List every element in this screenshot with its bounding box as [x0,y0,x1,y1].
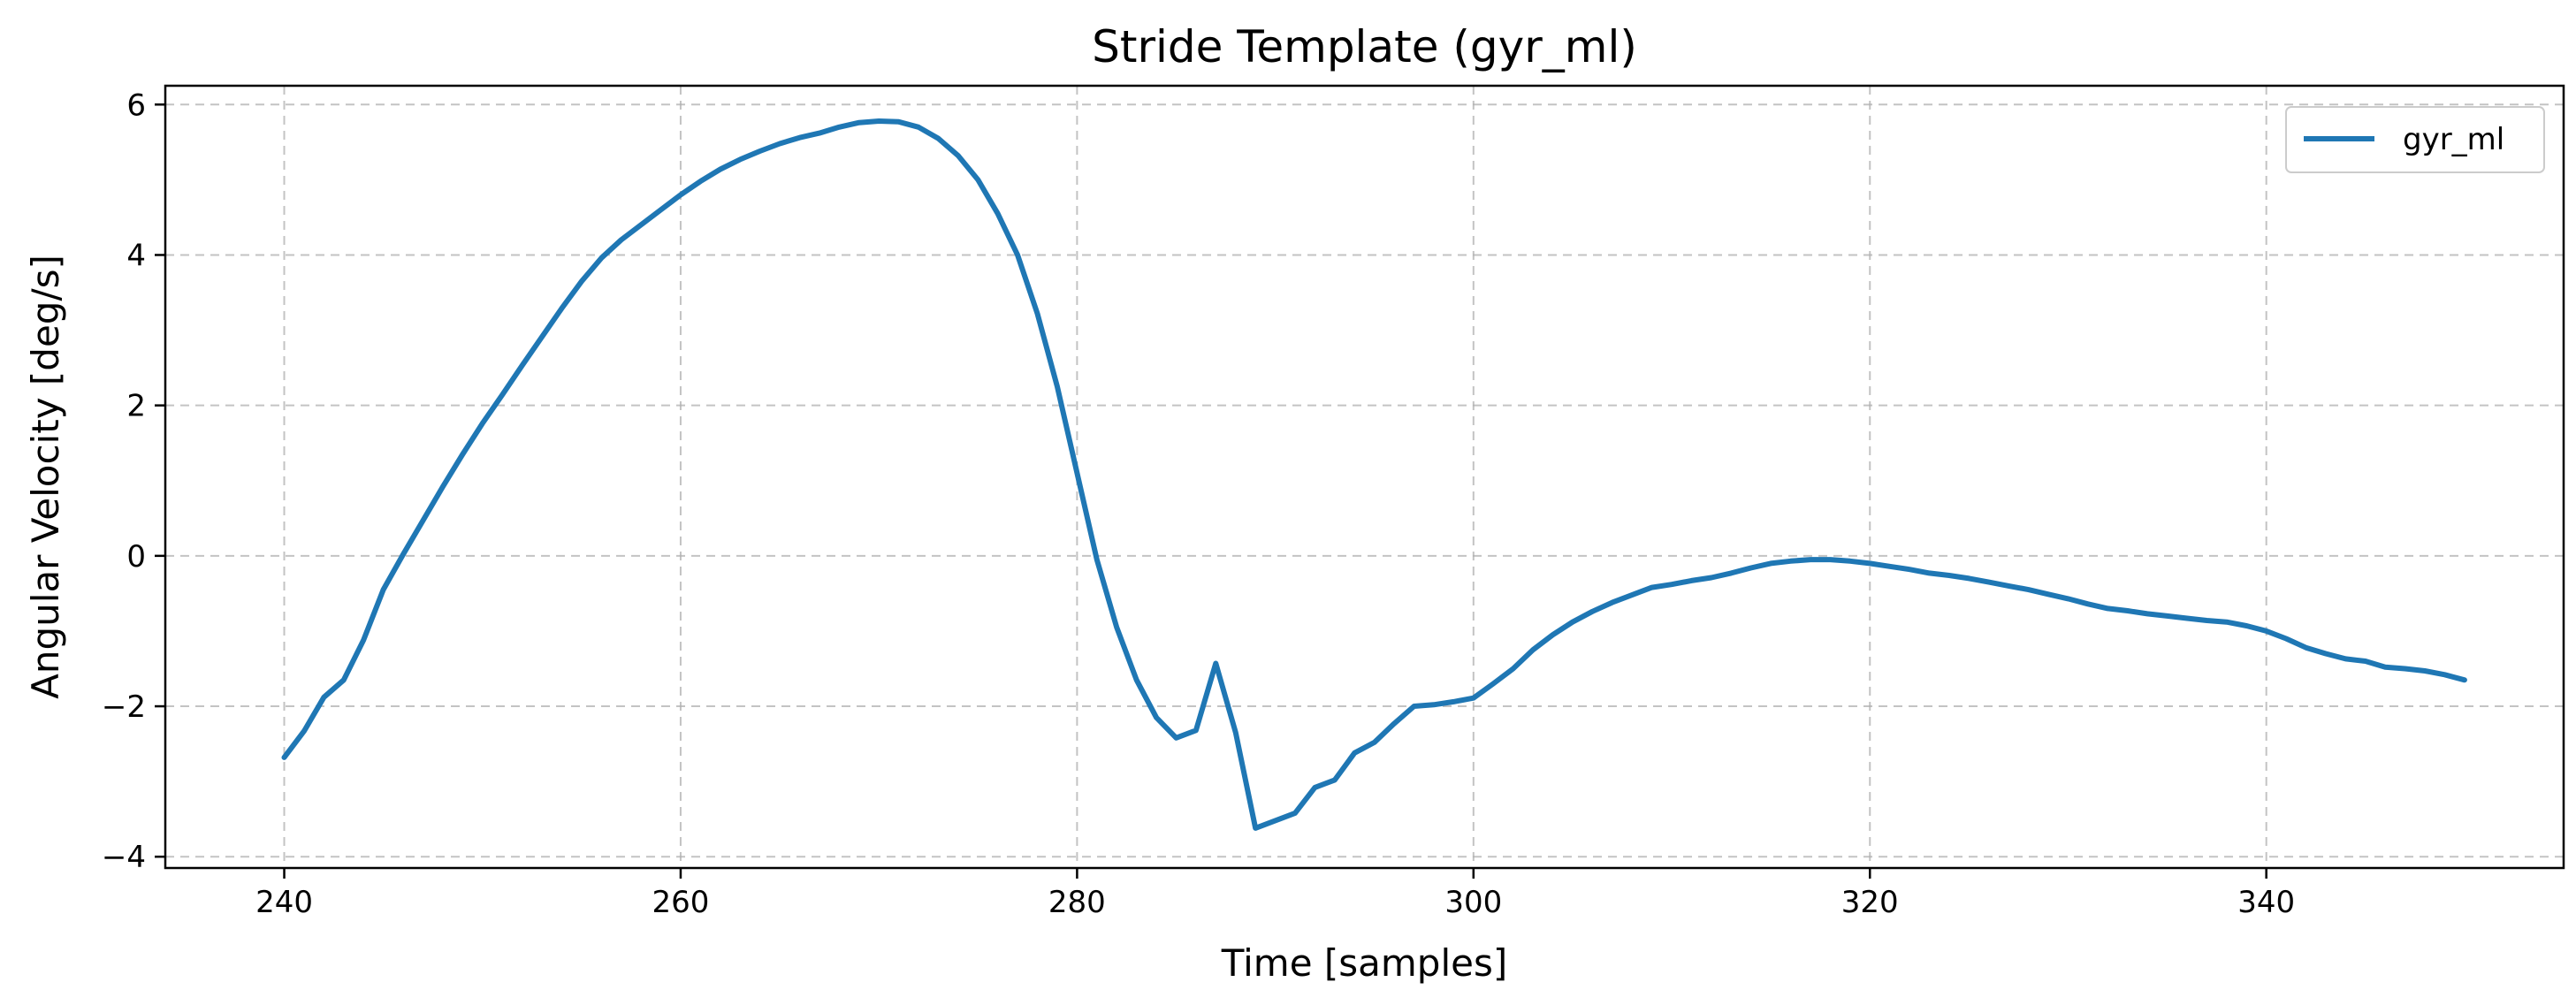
legend-label-gyr-ml: gyr_ml [2403,122,2504,157]
x-tick-label: 340 [2237,885,2295,920]
x-tick-label: 240 [255,885,313,920]
x-tick-label: 320 [1841,885,1899,920]
y-tick-label: −4 [102,840,146,875]
x-tick-label: 280 [1048,885,1106,920]
y-tick-label: 6 [126,88,146,123]
series-layer [281,118,2467,831]
axes-frame [164,84,2565,870]
y-tick-label: −2 [102,689,146,725]
y-axis-ticks: −4 −2 0 2 4 6 [102,88,165,875]
legend: gyr_ml [2285,106,2545,173]
y-axis-label: Angular Velocity [deg/s] [24,255,67,699]
y-tick-label: 4 [126,238,146,273]
grid [165,86,2564,868]
x-tick-label: 300 [1444,885,1502,920]
x-tick-label: 260 [652,885,710,920]
series-line-gyr-ml [281,118,2467,831]
chart-title: Stride Template (gyr_ml) [1092,21,1637,72]
x-axis-label: Time [samples] [1221,941,1508,985]
x-axis-ticks: 240 260 280 300 320 340 [255,868,2295,920]
legend-box [2285,106,2545,173]
y-tick-label: 0 [126,539,146,575]
y-tick-label: 2 [126,389,146,424]
